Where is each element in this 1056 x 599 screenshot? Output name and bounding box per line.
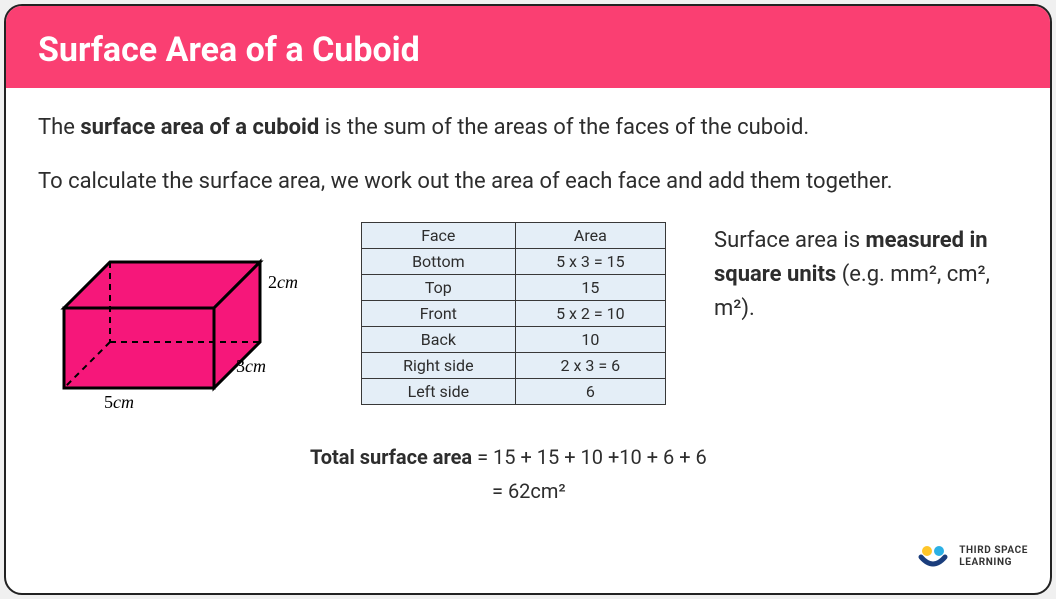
dim-d: 3cm	[236, 356, 266, 376]
cell-area: 6	[515, 378, 665, 404]
lesson-card: Surface Area of a Cuboid The surface are…	[4, 4, 1052, 595]
cell-area: 5 x 2 = 10	[515, 300, 665, 326]
col-face: Face	[362, 222, 516, 248]
content-row: 2cm 3cm 5cm Face Area Bottom5 x 3 = 15To…	[38, 222, 1018, 428]
units-note: Surface area is measured in square units…	[684, 222, 1018, 326]
dim-h: 2cm	[268, 272, 298, 292]
cell-area: 15	[515, 274, 665, 300]
dim-w: 5cm	[104, 392, 134, 412]
cell-area: 2 x 3 = 6	[515, 352, 665, 378]
cell-face: Left side	[362, 378, 516, 404]
logo-icon	[917, 543, 951, 571]
cell-face: Front	[362, 300, 516, 326]
total-label: Total surface area	[310, 445, 472, 469]
table-row: Back10	[362, 326, 666, 352]
table-row: Front5 x 2 = 10	[362, 300, 666, 326]
table-row: Left side6	[362, 378, 666, 404]
intro-line2: To calculate the surface area, we work o…	[38, 166, 1018, 198]
cuboid-svg: 2cm 3cm 5cm	[44, 228, 339, 428]
col-area: Area	[515, 222, 665, 248]
intro-bold: surface area of a cuboid	[80, 115, 319, 140]
face-table: Face Area Bottom5 x 3 = 15Top15Front5 x …	[361, 222, 666, 405]
intro-pre: The	[38, 115, 80, 140]
brand-logo: THIRD SPACE LEARNING	[917, 543, 1028, 571]
cell-face: Bottom	[362, 248, 516, 274]
cuboid-diagram: 2cm 3cm 5cm	[38, 222, 343, 428]
cell-face: Right side	[362, 352, 516, 378]
cell-face: Back	[362, 326, 516, 352]
table-row: Top15	[362, 274, 666, 300]
cell-area: 10	[515, 326, 665, 352]
note-pre: Surface area is	[714, 228, 866, 253]
card-header: Surface Area of a Cuboid	[6, 6, 1050, 88]
intro-text: The surface area of a cuboid is the sum …	[38, 112, 1018, 198]
cell-area: 5 x 3 = 15	[515, 248, 665, 274]
card-body: The surface area of a cuboid is the sum …	[6, 88, 1050, 508]
intro-post: is the sum of the areas of the faces of …	[319, 115, 809, 140]
total-eq2: = 62cm²	[492, 474, 1018, 508]
face-table-wrap: Face Area Bottom5 x 3 = 15Top15Front5 x …	[361, 222, 666, 405]
logo-text: THIRD SPACE LEARNING	[959, 545, 1028, 569]
total-eq1: = 15 + 15 + 10 +10 + 6 + 6	[472, 445, 707, 469]
table-row: Right side2 x 3 = 6	[362, 352, 666, 378]
totals: Total surface area = 15 + 15 + 10 +10 + …	[310, 440, 1018, 508]
cell-face: Top	[362, 274, 516, 300]
logo-line2: LEARNING	[959, 557, 1028, 569]
logo-line1: THIRD SPACE	[959, 545, 1028, 557]
table-row: Bottom5 x 3 = 15	[362, 248, 666, 274]
page-title: Surface Area of a Cuboid	[38, 30, 420, 70]
